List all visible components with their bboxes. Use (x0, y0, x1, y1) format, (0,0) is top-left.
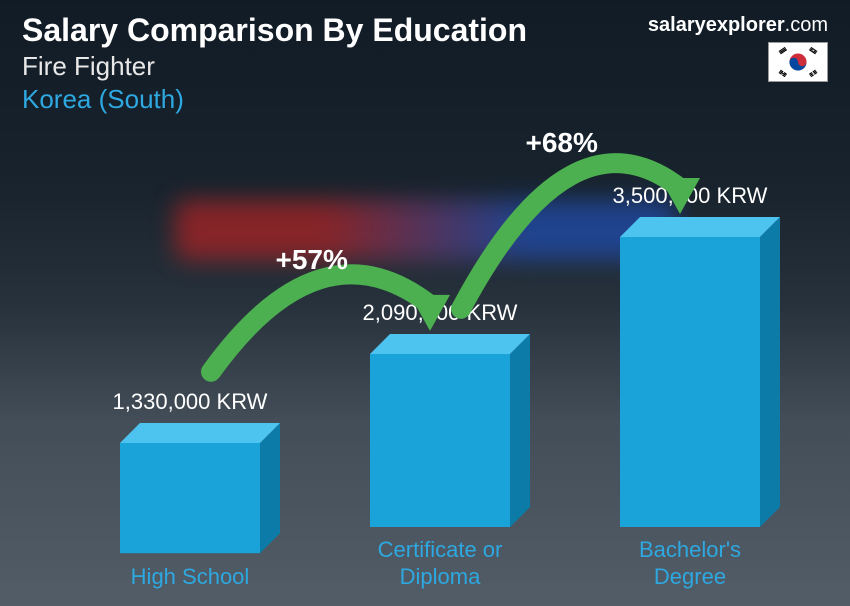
increase-arrow-icon (60, 150, 800, 590)
flag-icon (768, 42, 828, 82)
header: Salary Comparison By Education Fire Figh… (22, 12, 527, 115)
branding-bold: salaryexplorer (648, 14, 785, 36)
branding-normal: .com (785, 14, 828, 36)
subtitle-job: Fire Fighter (22, 51, 527, 82)
infographic-container: Salary Comparison By Education Fire Figh… (0, 0, 850, 606)
increase-percent-label: +68% (526, 127, 598, 159)
bar-chart: 1,330,000 KRWHigh School2,090,000 KRWCer… (60, 150, 800, 590)
subtitle-country: Korea (South) (22, 84, 527, 115)
page-title: Salary Comparison By Education (22, 12, 527, 49)
branding-text: salaryexplorer.com (648, 14, 828, 37)
